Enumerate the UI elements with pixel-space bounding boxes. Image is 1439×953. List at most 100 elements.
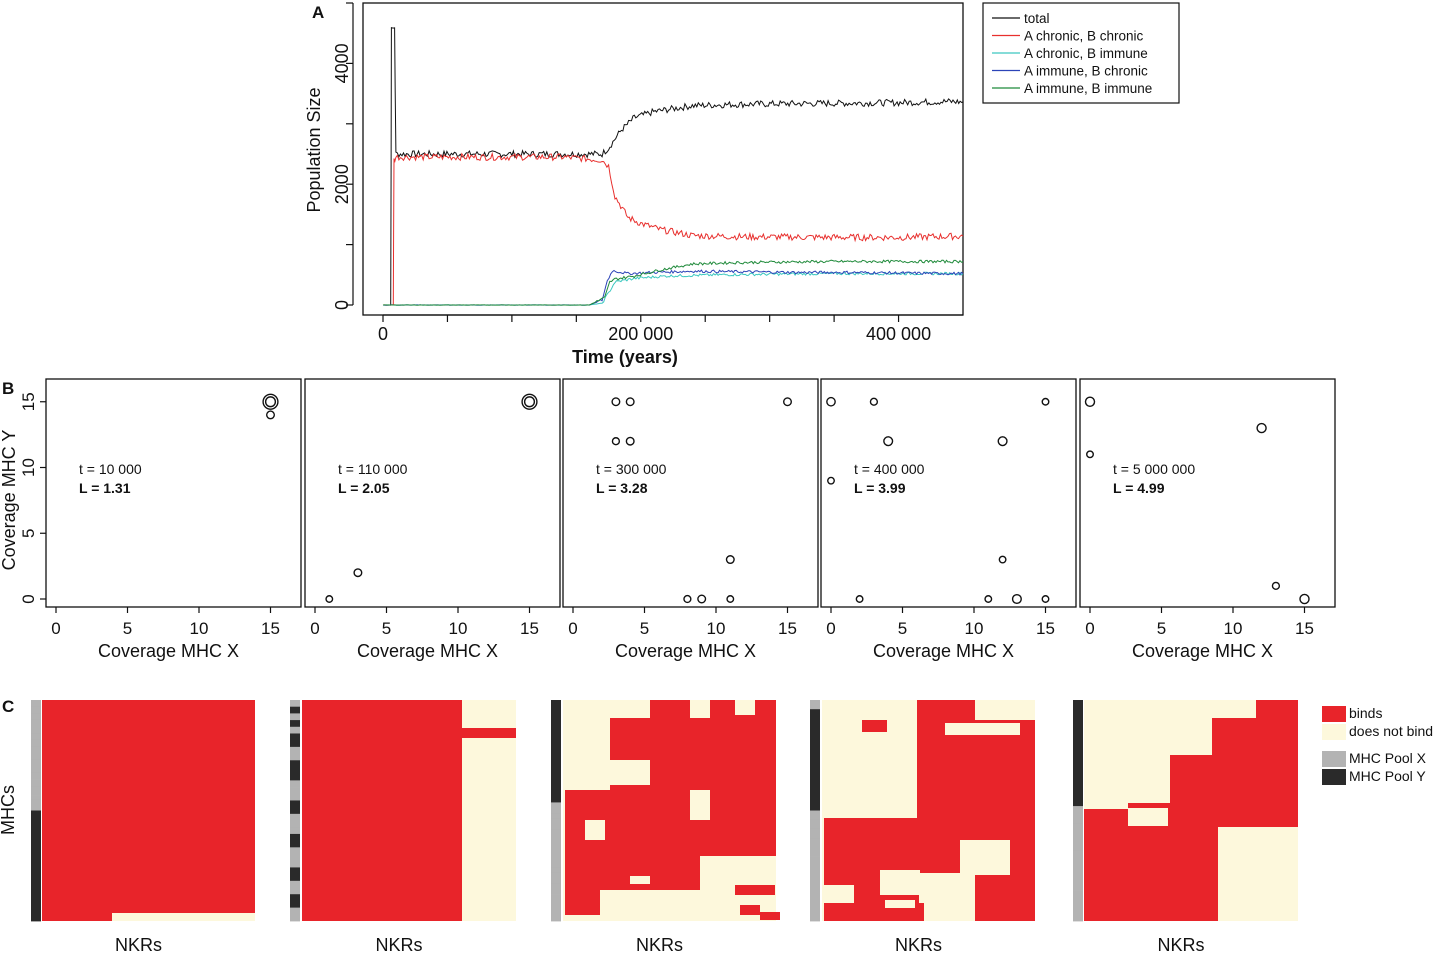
mhc-pool-segment xyxy=(551,791,561,798)
x-axis-label-2: NKRs xyxy=(636,935,683,953)
legend-swatch-2 xyxy=(1322,751,1346,767)
mhc-pool-segment xyxy=(290,773,300,781)
mhc-pool-segment xyxy=(810,736,820,747)
heatmap-cell-nobind-0 xyxy=(1128,808,1168,826)
mhc-pool-segment xyxy=(551,856,561,863)
scatter-point-0 xyxy=(826,396,836,407)
scatter-plot-1: 0 5 10 15 Coverage MHC X t = 110 000 L = 2.05 xyxy=(304,378,561,661)
mhc-pool-segment xyxy=(31,885,41,889)
mhc-pool-segment xyxy=(551,877,561,884)
legend-label-1: A chronic, B chronic xyxy=(1024,29,1144,44)
mhc-pool-segment xyxy=(810,755,820,765)
mhc-pool-segment xyxy=(551,700,561,706)
scatter-plot-3: 0 5 10 15 Coverage MHC X t = 400 000 L = 3.99 xyxy=(820,378,1077,661)
mhc-pool-segment xyxy=(551,899,561,906)
mhc-pool-segment xyxy=(551,818,561,825)
mhc-pool-segment xyxy=(1073,748,1083,754)
scatter-point-6 xyxy=(683,594,692,604)
time-label-3: t = 400 000 xyxy=(854,461,925,477)
heatmap-cell-unbound-0 xyxy=(462,700,516,728)
mhc-pool-segment xyxy=(290,787,300,795)
x-axis-label-0: NKRs xyxy=(115,935,162,953)
mhc-pool-segment xyxy=(31,909,41,913)
x-tick-label-2: 10 xyxy=(707,619,726,638)
series-line-0 xyxy=(383,27,964,306)
heatmap-1: NKRs xyxy=(290,700,516,953)
mhc-pool-segment xyxy=(31,850,41,853)
mhc-pool-segment xyxy=(31,828,41,831)
heatmap-cell-binds-11 xyxy=(690,720,710,790)
mhc-pool-segment xyxy=(31,799,41,803)
mhc-pool-segment xyxy=(31,753,41,756)
mhc-pool-segment xyxy=(31,713,41,716)
mhc-pool-segment xyxy=(810,847,820,857)
legend-text-2: MHC Pool X xyxy=(1349,750,1427,766)
x-tick-label-1: 5 xyxy=(898,619,907,638)
mhc-pool-segment xyxy=(31,918,41,922)
mhc-pool-segment xyxy=(810,911,820,922)
panel-a-x-axis-label: Time (years) xyxy=(572,347,678,367)
mhc-pool-segment xyxy=(31,744,41,747)
mhc-pool-segment xyxy=(1073,788,1083,794)
mhc-pool-segment xyxy=(31,719,41,723)
mhc-pool-segment xyxy=(290,880,300,888)
scatter-point-1 xyxy=(264,396,277,408)
mhc-pool-segment xyxy=(290,914,300,922)
mhc-pool-segment xyxy=(31,755,41,758)
mhc-pool-segment xyxy=(1073,907,1083,913)
mhc-pool-segment xyxy=(1073,828,1083,833)
scatter-point-4 xyxy=(1299,593,1310,605)
mhc-pool-segment xyxy=(810,792,820,802)
mhc-pool-segment xyxy=(31,746,41,750)
mhc-pool-segment xyxy=(31,764,41,767)
mhc-pool-segment xyxy=(1073,916,1083,922)
mhc-pool-segment xyxy=(31,865,41,869)
mhc-pool-segment xyxy=(810,874,820,885)
mhc-pool-segment xyxy=(1073,885,1083,891)
panel-c-y-axis-label: MHCs xyxy=(0,785,18,835)
heatmap-cell-nobind-3 xyxy=(824,885,854,903)
series-line-1 xyxy=(382,151,964,306)
heatmap-cell-binds-1 xyxy=(462,728,516,738)
x-tick-label-0: 0 xyxy=(1085,619,1094,638)
mhc-pool-segment xyxy=(551,845,561,852)
L-value-label-3: L = 3.99 xyxy=(854,480,906,496)
scatter-point-1 xyxy=(1086,450,1094,459)
mhc-pool-segment xyxy=(31,907,41,911)
mhc-pool-segment xyxy=(31,841,41,845)
scatter-point-1 xyxy=(523,396,536,408)
mhc-pool-segment xyxy=(31,733,41,736)
mhc-pool-segment xyxy=(1073,881,1083,887)
mhc-pool-segment xyxy=(31,832,41,836)
heatmap-cell-binds-9 xyxy=(740,905,760,915)
mhc-pool-segment xyxy=(1073,775,1083,780)
x-tick-label-0: 0 xyxy=(826,619,835,638)
heatmap-cell-binds-0 xyxy=(42,700,255,913)
scatter-point-0 xyxy=(1084,396,1096,407)
scatter-frame-2 xyxy=(562,378,819,608)
heatmap-cell-nobind-2 xyxy=(610,760,650,785)
x-tick-label-3: 15 xyxy=(1295,619,1314,638)
scatter-point-0 xyxy=(611,397,621,407)
mhc-pool-segment xyxy=(31,837,41,840)
mhc-pool-segment xyxy=(31,830,41,833)
scatter-plot-4: 0 5 10 15 Coverage MHC X t = 5 000 000 L = 4.9… xyxy=(1079,378,1336,661)
mhc-pool-segment xyxy=(31,863,41,867)
heatmap-cell-nobind-1 xyxy=(945,723,1020,735)
mhc-pool-segment xyxy=(290,854,300,862)
x-axis-label-0: Coverage MHC X xyxy=(98,641,239,661)
scatter-point-9 xyxy=(1011,593,1022,605)
mhc-pool-segment xyxy=(1073,753,1083,758)
heatmap-cell-binds-10 xyxy=(760,912,780,920)
scatter-point-1 xyxy=(869,397,879,406)
mhc-pool-segment xyxy=(1073,700,1083,705)
scatter-point-8 xyxy=(726,595,735,603)
mhc-pool-segment xyxy=(290,720,300,728)
x-tick-label-2: 400 000 xyxy=(866,324,931,344)
mhc-pool-segment xyxy=(31,792,41,796)
scatter-point-10 xyxy=(1041,595,1050,603)
mhc-pool-segment xyxy=(290,867,300,875)
mhc-pool-segment xyxy=(551,840,561,846)
heatmap-cell-binds-4 xyxy=(1128,803,1173,809)
